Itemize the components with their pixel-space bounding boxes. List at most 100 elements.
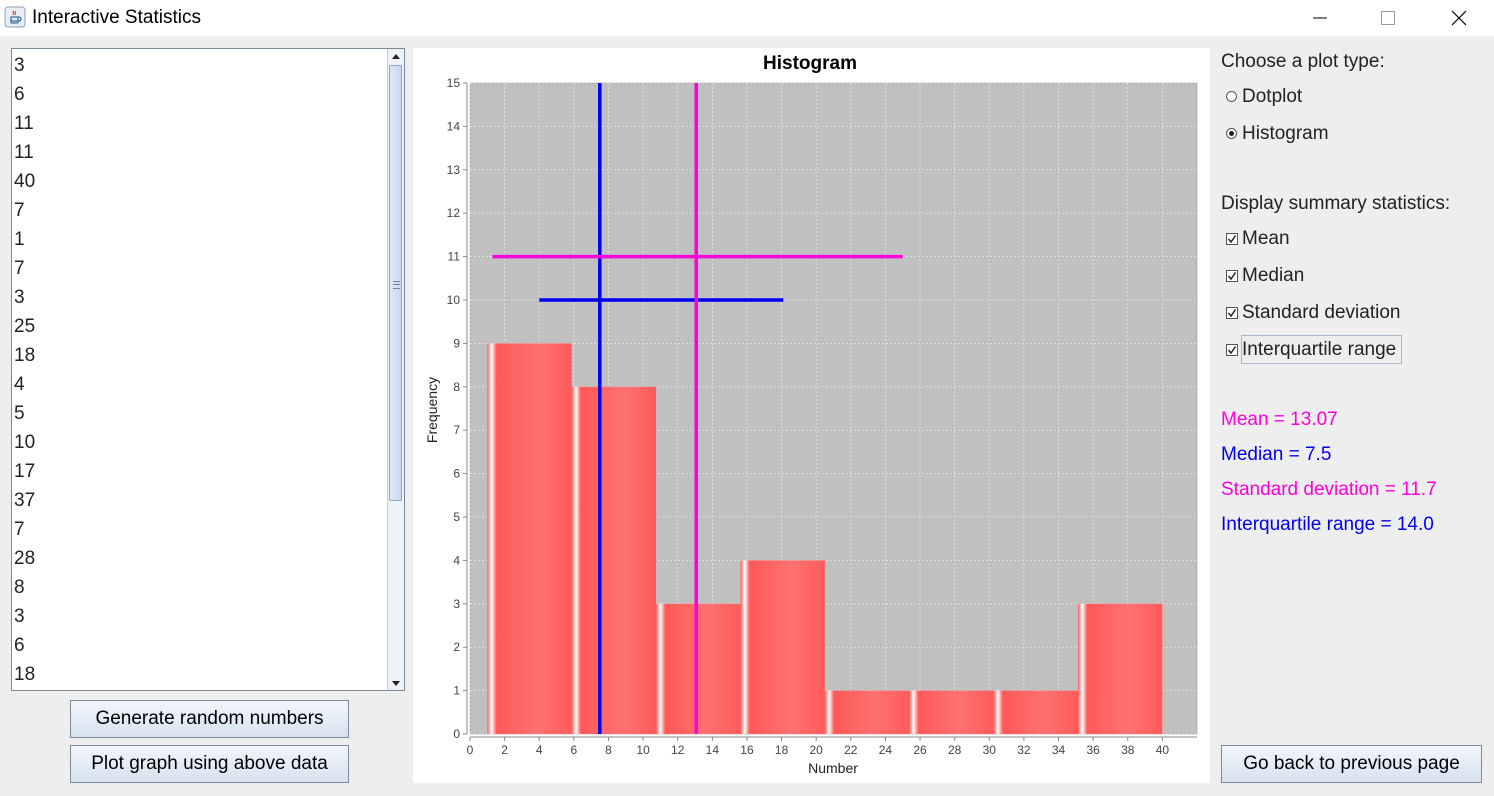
x-tick-label: 32 (1017, 743, 1031, 757)
data-value: 6 (14, 84, 25, 105)
data-value: 18 (14, 664, 36, 685)
x-tick-label: 2 (501, 743, 508, 757)
x-tick-label: 14 (706, 743, 720, 757)
data-value: 4 (14, 374, 25, 395)
minimize-button[interactable] (1297, 0, 1343, 36)
x-tick-label: 8 (605, 743, 612, 757)
focus-indicator (1241, 335, 1402, 364)
checkmark-icon (1227, 309, 1237, 318)
window-title: Interactive Statistics (32, 7, 201, 28)
vertical-scrollbar[interactable] (387, 49, 404, 690)
y-tick-label: 2 (453, 640, 460, 654)
x-tick-label: 18 (775, 743, 789, 757)
checkbox[interactable] (1226, 233, 1238, 245)
scroll-thumb[interactable] (389, 65, 402, 501)
histogram-chart: 0 2 4 6 8 10 12 14 16 18 20 22 24 26 28 30 32 34 36 38 40012… (424, 53, 1198, 776)
radio-label: Histogram (1242, 123, 1329, 144)
x-tick-label: 24 (879, 743, 893, 757)
y-tick-label: 6 (453, 467, 460, 481)
interquartile-range-value: Interquartile range = 14.0 (1221, 514, 1434, 535)
summary-statistics-label: Display summary statistics: (1221, 193, 1451, 214)
data-value: 37 (14, 490, 36, 511)
data-value: 3 (14, 55, 25, 76)
x-tick-label: 6 (571, 743, 578, 757)
radio-button[interactable] (1226, 91, 1237, 102)
go-back-button[interactable]: Go back to previous page (1221, 745, 1482, 783)
checkmark-icon (1227, 235, 1237, 244)
y-tick-label: 11 (448, 250, 461, 264)
data-value: 10 (14, 432, 36, 453)
x-tick-label: 38 (1121, 743, 1135, 757)
histogram-bar (1077, 603, 1163, 734)
histogram-bar (656, 603, 741, 734)
scroll-up-arrow[interactable] (388, 49, 404, 63)
y-tick-label: 13 (447, 163, 461, 177)
checkbox-label: Standard deviation (1242, 302, 1401, 323)
x-tick-label: 16 (740, 743, 754, 757)
grip-icon (393, 281, 400, 289)
triangle-down-icon (392, 680, 400, 686)
checkmark-icon (1227, 346, 1237, 355)
close-icon (1451, 10, 1467, 26)
histogram-bar (487, 343, 572, 734)
x-tick-label: 12 (671, 743, 685, 757)
x-tick-label: 36 (1086, 743, 1100, 757)
x-tick-label: 30 (983, 743, 997, 757)
chart-title: Histogram (763, 53, 857, 74)
x-tick-label: 40 (1156, 743, 1170, 757)
y-tick-label: 14 (447, 119, 461, 133)
checkmark-icon (1227, 272, 1237, 281)
histogram-bar (824, 690, 910, 734)
data-text-area[interactable]: 3 6 11 11 40 7 1 7 3 25 18 4 5 10 17 37 7 28 8 3 6 18 (11, 48, 405, 691)
minimize-icon (1313, 17, 1327, 19)
y-tick-label: 7 (453, 423, 460, 437)
x-tick-label: 22 (844, 743, 858, 757)
triangle-up-icon (392, 53, 400, 59)
x-tick-label: 0 (467, 743, 474, 757)
data-values: 3 6 11 11 40 7 1 7 3 25 18 4 5 10 17 37 7 28 8 3 6 18 (14, 51, 35, 689)
histogram-bar (571, 386, 657, 734)
checkbox[interactable] (1226, 270, 1238, 282)
data-value: 8 (14, 577, 25, 598)
plot-graph-button[interactable]: Plot graph using above data (70, 745, 349, 783)
x-tick-label: 34 (1052, 743, 1066, 757)
standard-deviation-value: Standard deviation = 11.7 (1221, 479, 1437, 500)
x-tick-label: 26 (913, 743, 927, 757)
y-tick-label: 9 (453, 336, 460, 350)
data-value: 17 (14, 461, 36, 482)
data-value: 7 (14, 519, 25, 540)
data-value: 11 (14, 142, 34, 163)
generate-random-numbers-button[interactable]: Generate random numbers (70, 700, 349, 738)
checkbox[interactable] (1226, 307, 1238, 319)
median-value: Median = 7.5 (1221, 444, 1332, 465)
plot-type-label: Choose a plot type: (1221, 51, 1385, 72)
maximize-button[interactable] (1365, 0, 1411, 36)
y-tick-label: 8 (453, 380, 460, 394)
data-value: 5 (14, 403, 25, 424)
checkbox-label: Mean (1242, 228, 1290, 249)
data-value: 7 (14, 258, 25, 279)
radio-button[interactable] (1226, 128, 1237, 139)
title-bar: Interactive Statistics (0, 0, 1494, 36)
y-tick-label: 3 (453, 597, 460, 611)
radio-label: Dotplot (1242, 86, 1303, 107)
checkbox[interactable] (1226, 344, 1238, 356)
mean-value: Mean = 13.07 (1221, 409, 1338, 430)
data-value: 18 (14, 345, 36, 366)
histogram-chart-panel: 0 2 4 6 8 10 12 14 16 18 20 22 24 26 28 30 32 34 36 38 40 0 1 2… (413, 48, 1210, 783)
data-value: 40 (14, 171, 36, 192)
x-axis-label: Number (808, 760, 858, 776)
scroll-down-arrow[interactable] (388, 676, 404, 690)
y-tick-label: 12 (447, 206, 461, 220)
data-value: 7 (14, 200, 25, 221)
x-tick-label: 28 (948, 743, 962, 757)
data-value: 11 (14, 113, 34, 134)
y-tick-label: 15 (447, 76, 461, 90)
close-button[interactable] (1436, 0, 1482, 36)
y-tick-label: 5 (453, 510, 460, 524)
data-value: 3 (14, 287, 25, 308)
histogram-bar (740, 560, 825, 734)
data-value: 28 (14, 548, 36, 569)
y-tick-label: 1 (453, 684, 460, 698)
histogram-bar (909, 690, 994, 734)
